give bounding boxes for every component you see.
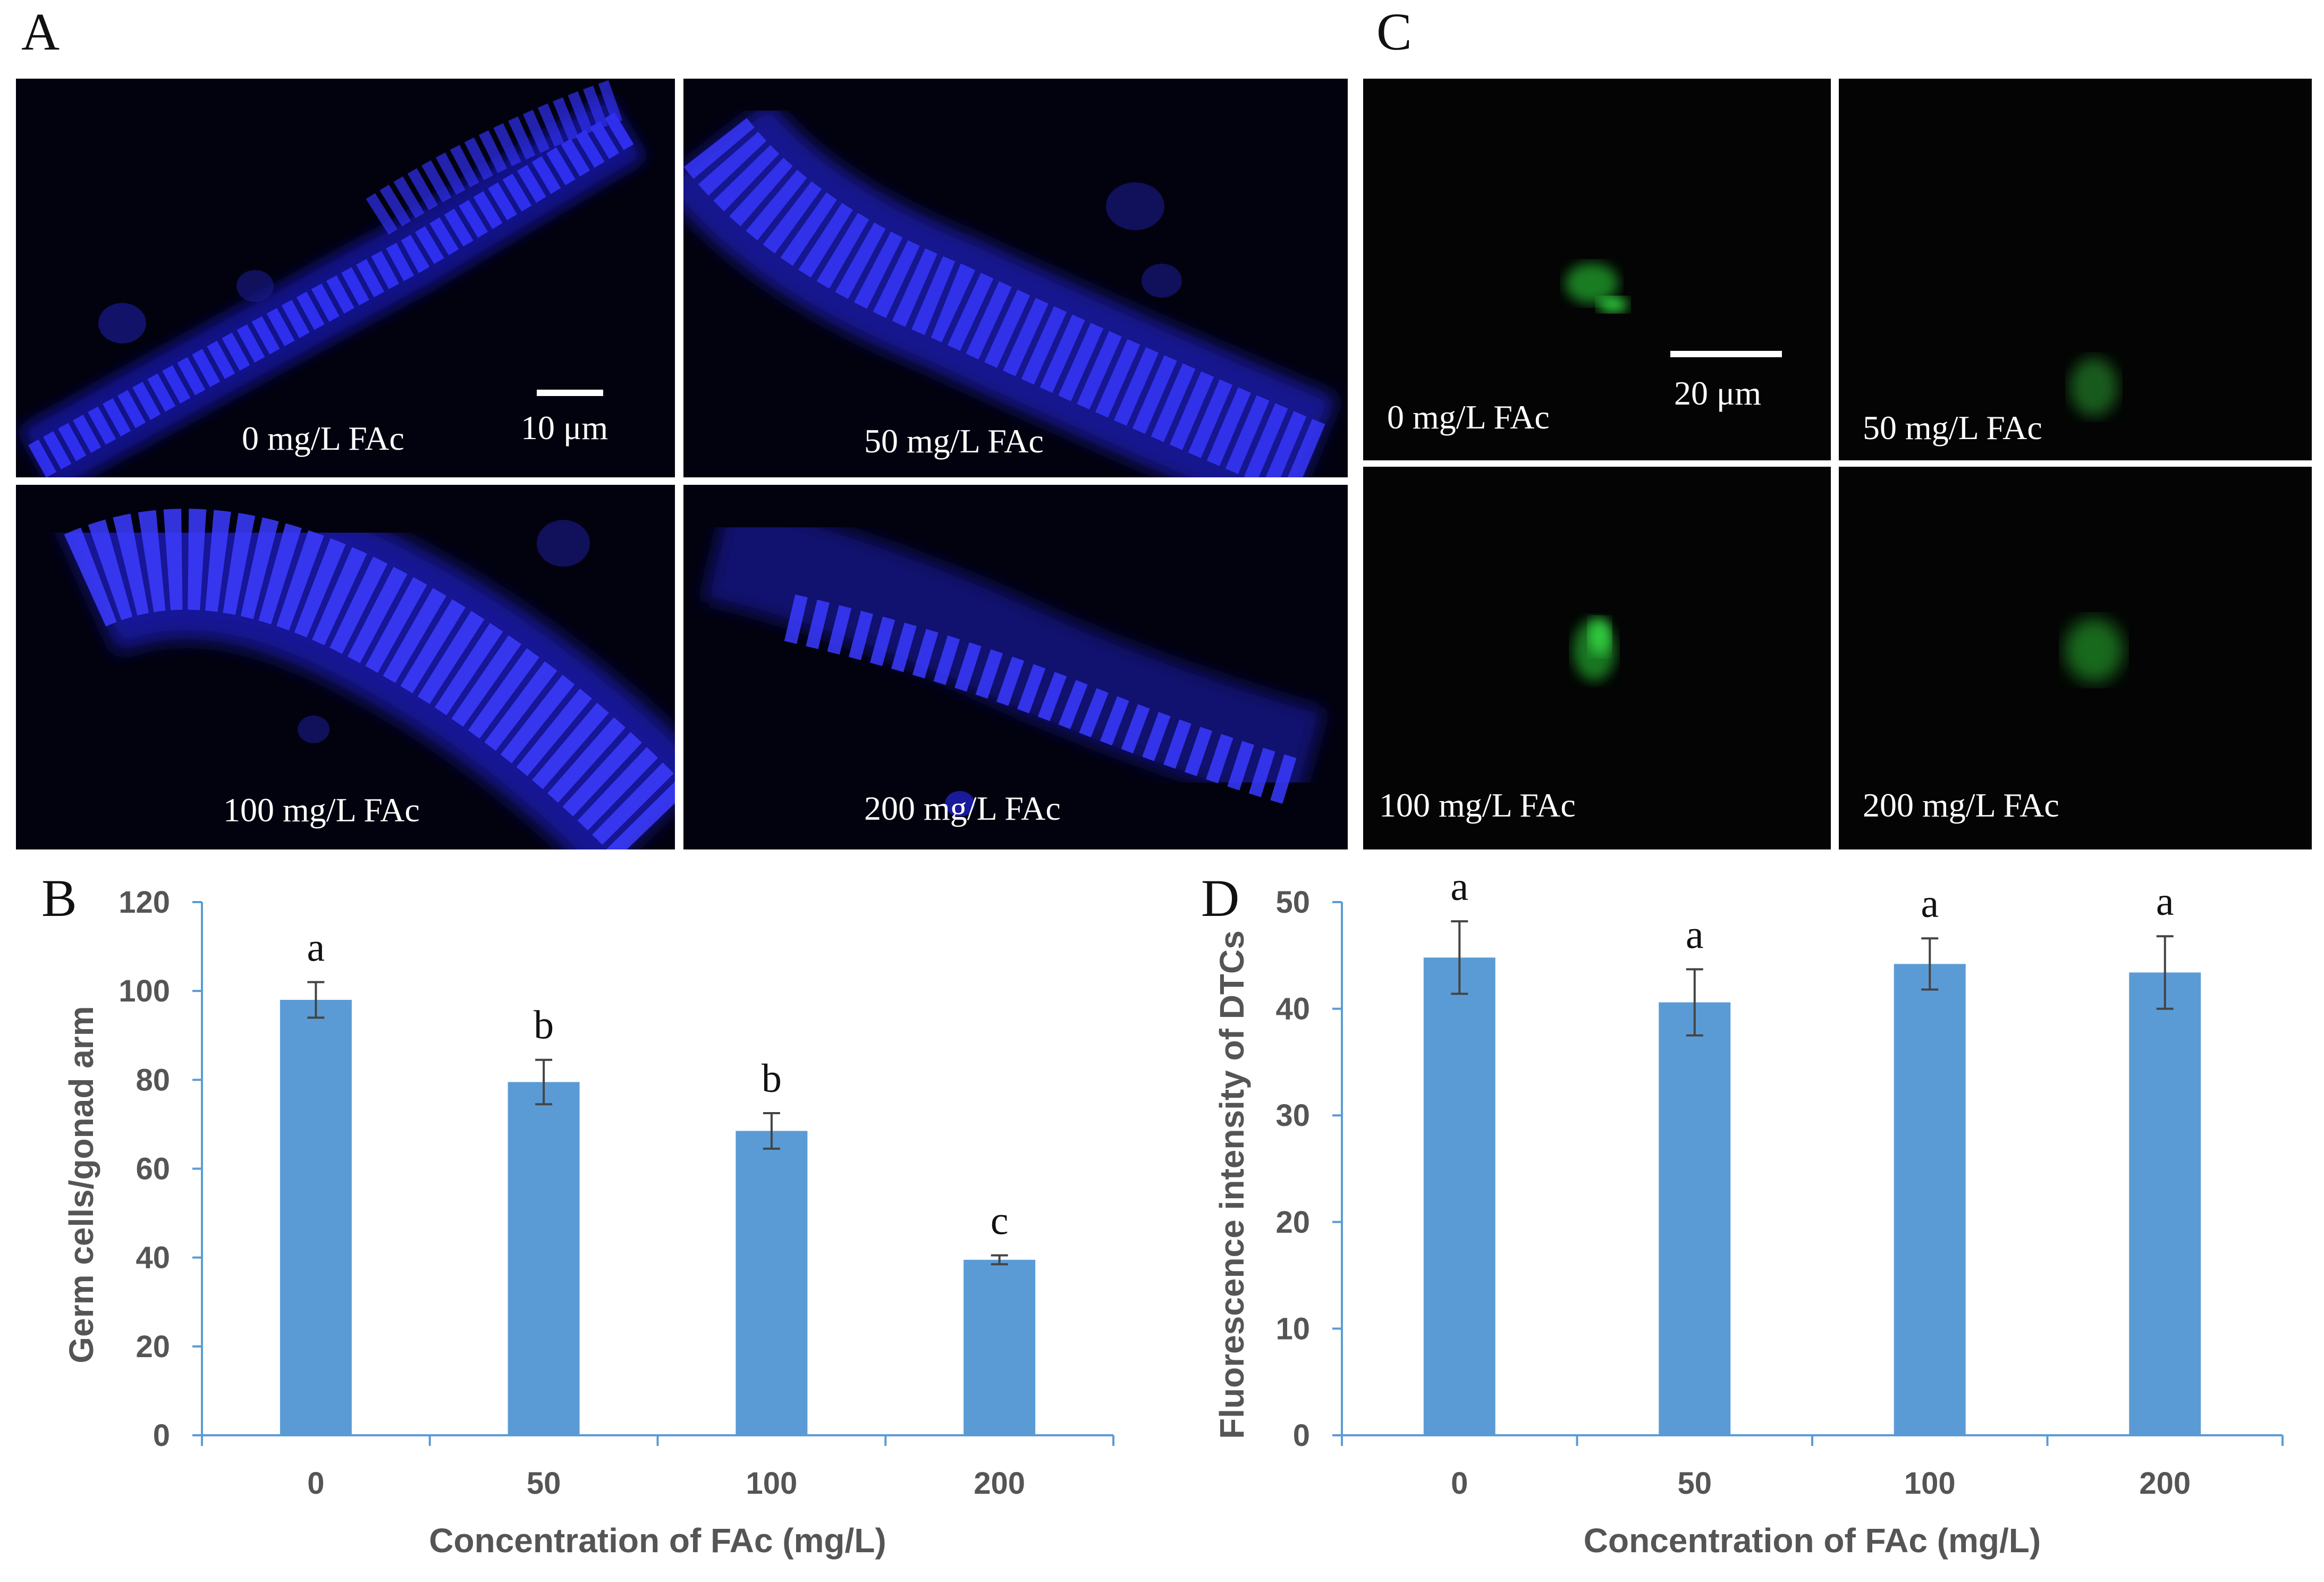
bar: [1423, 957, 1495, 1435]
x-tick-label: 200: [2139, 1466, 2191, 1501]
x-tick-label: 50: [1677, 1466, 1712, 1501]
scale-bar-label: 20 μm: [1674, 374, 1762, 412]
y-tick-label: 100: [119, 974, 170, 1008]
x-tick-label: 100: [1904, 1466, 1956, 1501]
y-axis-title: Germ cells/gonad arm: [62, 1006, 100, 1363]
micrograph-c-100: 100 mg/L FAc: [1363, 467, 1831, 849]
micrograph-a-0: 0 mg/L FAc 10 μm: [16, 79, 675, 477]
y-axis-title: Fluorescence intensity of DTCs: [1213, 930, 1251, 1439]
nuclei-stain-image: [16, 79, 675, 477]
y-tick-label: 20: [136, 1329, 170, 1364]
significance-letter: c: [991, 1198, 1009, 1243]
significance-letter: a: [2156, 879, 2174, 924]
gfp-fluorescence-image: [1363, 467, 1831, 849]
micrograph-a-50: 50 mg/L FAc: [683, 79, 1348, 477]
y-tick-label: 120: [119, 885, 170, 920]
significance-letter: a: [1686, 912, 1704, 957]
bar: [1894, 964, 1966, 1435]
y-tick-label: 10: [1275, 1311, 1310, 1346]
nuclei-stain-image: [683, 485, 1348, 849]
significance-letter: a: [307, 925, 325, 970]
x-tick-label: 50: [527, 1466, 561, 1501]
micrograph-c-50: 50 mg/L FAc: [1839, 79, 2312, 460]
micrograph-label: 0 mg/L FAc: [1387, 398, 1550, 436]
micrograph-a-200: 200 mg/L FAc: [683, 485, 1348, 849]
y-tick-label: 0: [153, 1418, 170, 1453]
scale-bar: [1670, 351, 1782, 357]
bar: [964, 1259, 1036, 1435]
micrograph-label: 200 mg/L FAc: [1863, 786, 2059, 824]
micrograph-c-0: 0 mg/L FAc 20 μm: [1363, 79, 1831, 460]
gfp-fluorescence-image: [1839, 79, 2312, 460]
micrograph-label: 0 mg/L FAc: [242, 419, 404, 457]
bar: [1659, 1002, 1731, 1435]
scale-bar: [537, 390, 603, 396]
scale-bar-label: 10 μm: [521, 409, 609, 447]
y-tick-label: 30: [1275, 1098, 1310, 1133]
micrograph-label: 100 mg/L FAc: [1379, 786, 1576, 824]
x-tick-label: 0: [1451, 1466, 1468, 1501]
bar: [736, 1131, 808, 1435]
significance-letter: b: [762, 1056, 782, 1101]
x-tick-label: 200: [974, 1466, 1025, 1501]
panel-label-a: A: [21, 2, 60, 61]
significance-letter: a: [1921, 881, 1939, 926]
fluorescence-chart: 0 10 20 30 40 50 a 0 a 50 a 100 a 200 Concentration of…: [1213, 864, 2284, 1560]
y-tick-label: 50: [1275, 885, 1310, 920]
micrograph-a-100: 100 mg/L FAc: [16, 485, 675, 849]
germ-cells-chart: 0 20 40 60 80 100 120 a 0 b 50 b 100 c 200 Concentratio…: [62, 885, 1114, 1560]
bar: [280, 999, 352, 1435]
y-tick-label: 60: [136, 1152, 170, 1186]
y-tick-label: 40: [1275, 992, 1310, 1026]
y-tick-label: 40: [136, 1241, 170, 1275]
panel-label-c: C: [1376, 2, 1412, 61]
significance-letter: b: [534, 1003, 554, 1048]
x-axis-title: Concentration of FAc (mg/L): [429, 1521, 886, 1560]
significance-letter: a: [1450, 864, 1468, 909]
y-tick-label: 20: [1275, 1205, 1310, 1240]
nuclei-stain-image: [683, 79, 1348, 477]
x-tick-label: 0: [307, 1466, 324, 1501]
bar: [508, 1082, 580, 1435]
y-tick-label: 80: [136, 1063, 170, 1097]
gfp-fluorescence-image: [1363, 79, 1831, 460]
bar: [2129, 972, 2201, 1435]
micrograph-label: 100 mg/L FAc: [223, 791, 420, 829]
nuclei-stain-image: [16, 485, 675, 849]
micrograph-c-200: 200 mg/L FAc: [1839, 467, 2312, 849]
y-tick-label: 0: [1293, 1418, 1310, 1453]
panel-label-d: D: [1201, 869, 1240, 928]
micrograph-label: 200 mg/L FAc: [864, 789, 1061, 827]
x-axis-title: Concentration of FAc (mg/L): [1584, 1521, 2041, 1560]
micrograph-label: 50 mg/L FAc: [1863, 409, 2042, 447]
panel-label-b: B: [41, 869, 77, 928]
micrograph-label: 50 mg/L FAc: [864, 422, 1044, 460]
x-tick-label: 100: [746, 1466, 797, 1501]
gfp-fluorescence-image: [1839, 467, 2312, 849]
